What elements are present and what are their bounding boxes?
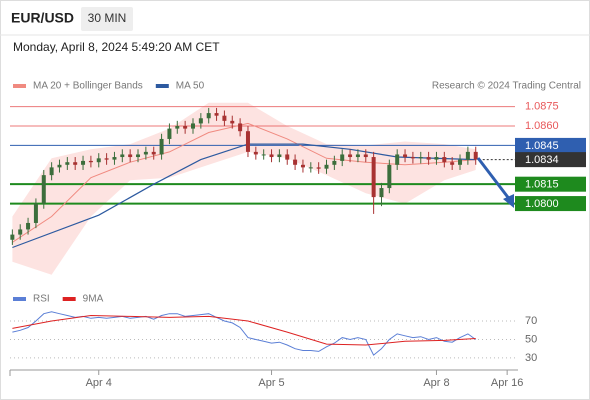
candle-body xyxy=(410,157,415,159)
legend-label: MA 20 + Bollinger Bands xyxy=(33,81,143,92)
legend-swatch xyxy=(13,297,26,301)
candle-body xyxy=(285,154,290,160)
candle-body xyxy=(418,157,423,159)
y-tick-label: 30 xyxy=(525,352,537,364)
moving-average xyxy=(12,122,476,243)
candle-body xyxy=(18,229,23,235)
x-tick-label: Apr 16 xyxy=(491,377,523,389)
y-tick-label: 50 xyxy=(525,333,537,345)
candle-body xyxy=(379,188,384,198)
candle-body xyxy=(293,159,298,165)
candle-body xyxy=(261,154,266,156)
candle-body xyxy=(308,167,313,169)
candle-body xyxy=(128,154,133,158)
candle-body xyxy=(363,154,368,158)
x-tick-label: Apr 4 xyxy=(86,377,112,389)
level-label: 1.0860 xyxy=(525,120,559,132)
candle-body xyxy=(316,167,321,169)
candle-body xyxy=(348,154,353,158)
legend-swatch xyxy=(155,84,169,88)
candle-body xyxy=(167,128,172,139)
candle-body xyxy=(426,157,431,160)
candle-body xyxy=(371,157,376,198)
candle-body xyxy=(340,154,345,161)
candle-body xyxy=(33,203,38,223)
candle-body xyxy=(143,151,148,155)
level-label-box xyxy=(515,137,586,153)
candle-body xyxy=(104,158,109,160)
interval-badge xyxy=(81,7,133,31)
candle-body xyxy=(26,222,31,230)
level-label: 1.0845 xyxy=(525,140,559,152)
indicator-line xyxy=(12,314,476,346)
level-label: 1.0800 xyxy=(525,198,559,210)
candle-body xyxy=(88,160,93,163)
candle-body xyxy=(434,157,439,160)
bollinger-band xyxy=(12,102,476,275)
candle-body xyxy=(49,167,54,176)
level-label: 1.0815 xyxy=(525,179,559,191)
candle-body xyxy=(230,120,235,124)
candle-body xyxy=(300,164,305,168)
candle-body xyxy=(269,154,274,158)
candle-body xyxy=(442,157,447,163)
x-tick-label: Apr 5 xyxy=(258,377,284,389)
candle-body xyxy=(120,154,125,158)
candle-body xyxy=(395,154,400,165)
candle-body xyxy=(10,234,15,240)
interval: 30 MIN xyxy=(88,11,127,25)
candle-body xyxy=(238,123,243,132)
candle-body xyxy=(387,164,392,189)
candle-body xyxy=(245,131,250,152)
candle-body xyxy=(65,162,70,165)
level-label: 1.0834 xyxy=(525,154,559,166)
candle-body xyxy=(253,151,258,155)
legend-label: 9MA xyxy=(83,294,104,305)
indicator-line xyxy=(12,311,476,356)
candle-body xyxy=(151,151,156,155)
projection-arrowhead xyxy=(503,194,514,208)
candle-body xyxy=(57,164,62,168)
candle-body xyxy=(450,162,455,165)
candle-body xyxy=(332,160,337,165)
level-label-box xyxy=(515,196,586,212)
candle-body xyxy=(112,157,117,160)
candle-body xyxy=(183,126,188,129)
candle-body xyxy=(198,118,203,124)
candle-body xyxy=(206,113,211,119)
credit: Research © 2024 Trading Central xyxy=(432,81,581,92)
candle-body xyxy=(81,160,86,165)
candle-body xyxy=(277,154,282,158)
candle-body xyxy=(175,126,180,129)
candle-body xyxy=(190,123,195,129)
candle-body xyxy=(355,154,360,158)
timestamp: Monday, April 8, 2024 5:49:20 AM CET xyxy=(13,40,220,54)
candle-body xyxy=(214,113,219,116)
legend-swatch xyxy=(13,84,26,88)
legend-label: RSI xyxy=(33,294,50,305)
candle-body xyxy=(403,154,408,158)
candle-body xyxy=(473,151,478,160)
projection-arrow xyxy=(476,157,512,201)
level-label: 1.0875 xyxy=(525,101,559,113)
symbol: EUR/USD xyxy=(11,10,74,26)
y-tick-label: 70 xyxy=(525,315,537,327)
legend-swatch xyxy=(62,297,76,301)
level-label-box xyxy=(515,176,586,192)
level-label-box xyxy=(515,152,586,168)
candle-body xyxy=(73,162,78,165)
candle-body xyxy=(324,164,329,169)
candle-body xyxy=(96,158,101,163)
candle-body xyxy=(222,115,227,121)
candle-body xyxy=(465,151,470,160)
candle-body xyxy=(41,175,46,204)
legend-label: MA 50 xyxy=(176,81,205,92)
candle-body xyxy=(458,159,463,165)
x-tick-label: Apr 8 xyxy=(423,377,449,389)
candle-body xyxy=(159,138,164,155)
candle-body xyxy=(136,154,141,158)
